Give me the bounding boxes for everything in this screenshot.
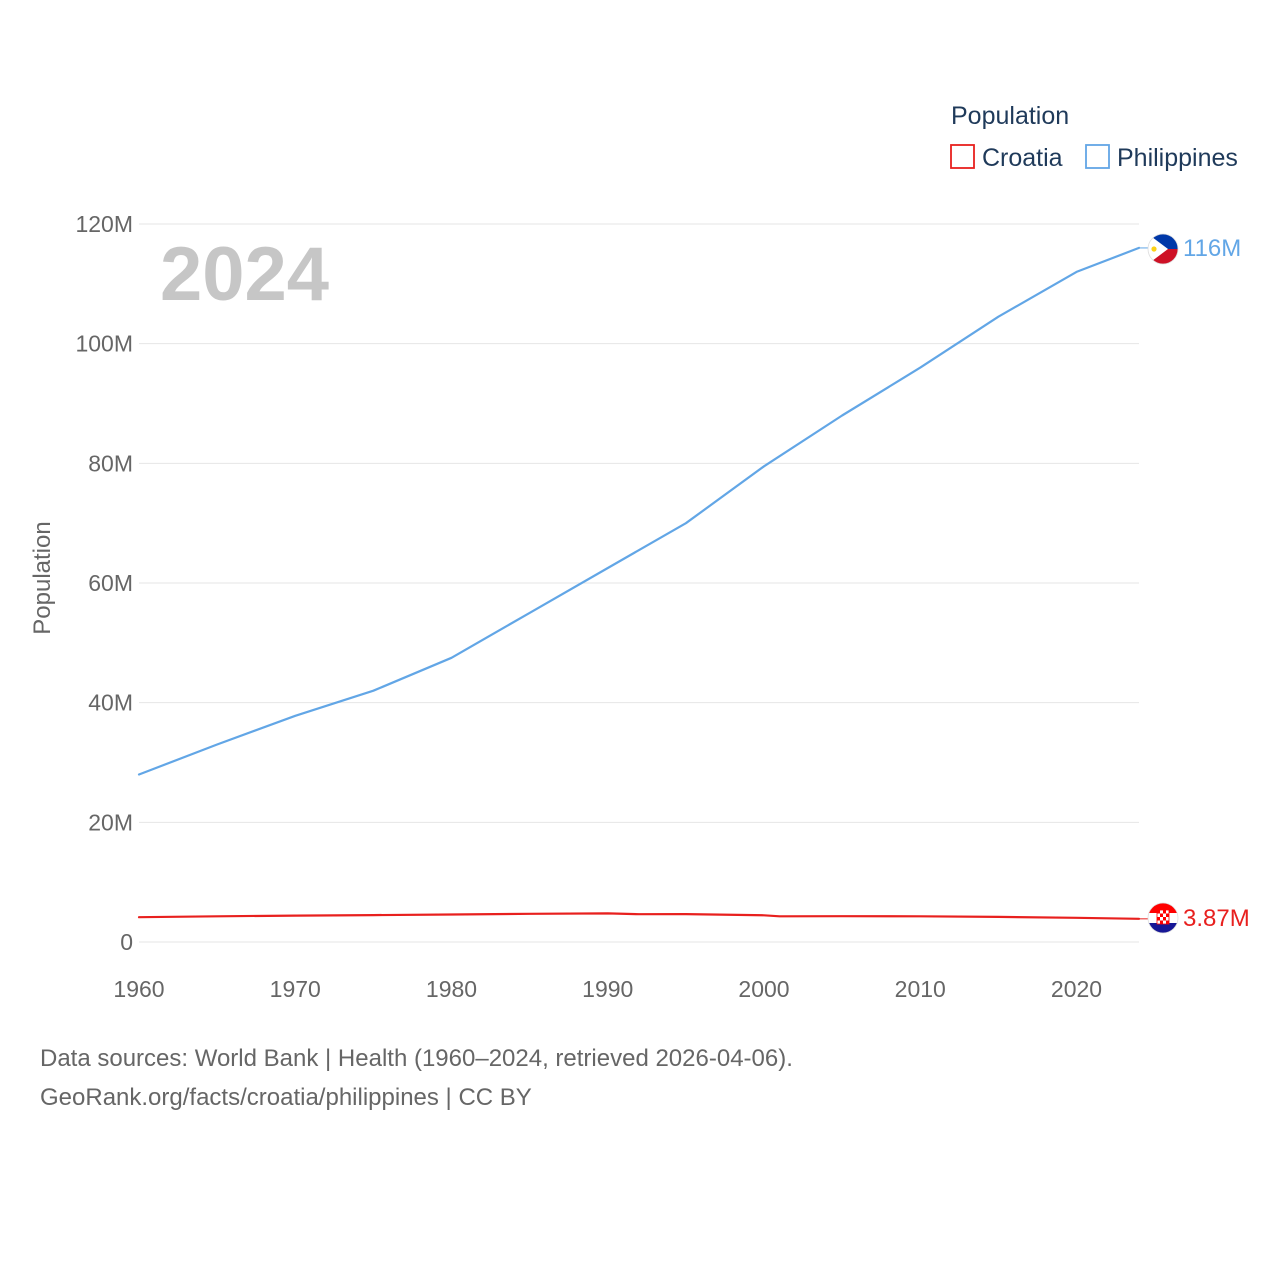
y-tick-label: 40M [88,690,133,716]
legend-label-croatia: Croatia [982,144,1063,172]
x-tick-label: 2000 [738,976,789,1002]
y-tick-label: 100M [75,331,133,357]
series-line-philippines[interactable] [137,246,1141,776]
end-label-croatia: 3.87M [1183,905,1250,932]
legend-item-croatia[interactable]: Croatia [950,144,1063,172]
y-tick-label: 0 [120,929,133,955]
legend-label-philippines: Philippines [1117,144,1238,172]
legend: Population Croatia Philippines [950,102,1238,172]
legend-swatch-philippines [1085,144,1110,169]
legend-item-philippines[interactable]: Philippines [1085,144,1238,172]
y-tick-label: 20M [88,809,133,835]
y-axis-title: Population [29,521,56,634]
legend-swatch-croatia [950,144,975,169]
x-tick-label: 2010 [895,976,946,1002]
x-tick-label: 1970 [270,976,321,1002]
philippines-flag-icon [1147,233,1179,265]
x-axis-ticks: 1960 1970 1980 1990 2000 2010 2020 [113,976,1102,1002]
series-line-croatia[interactable] [137,912,1141,920]
attribution-credit[interactable]: GeoRank.org/facts/croatia/philippines | … [40,1084,532,1111]
y-axis-ticks: 0 20M 40M 60M 80M 100M 120M [75,211,133,955]
x-tick-label: 1960 [113,976,164,1002]
data-source-note: Data sources: World Bank | Health (1960–… [40,1045,793,1072]
y-tick-label: 120M [75,211,133,237]
x-tick-label: 1980 [426,976,477,1002]
x-tick-label: 1990 [582,976,633,1002]
x-tick-label: 2020 [1051,976,1102,1002]
legend-title: Population [951,102,1069,130]
gridlines [139,223,1139,943]
croatia-flag-icon [1147,902,1179,934]
year-watermark: 2024 [160,232,329,317]
y-tick-label: 60M [88,570,133,596]
y-tick-label: 80M [88,450,133,476]
end-label-philippines: 116M [1183,235,1241,262]
